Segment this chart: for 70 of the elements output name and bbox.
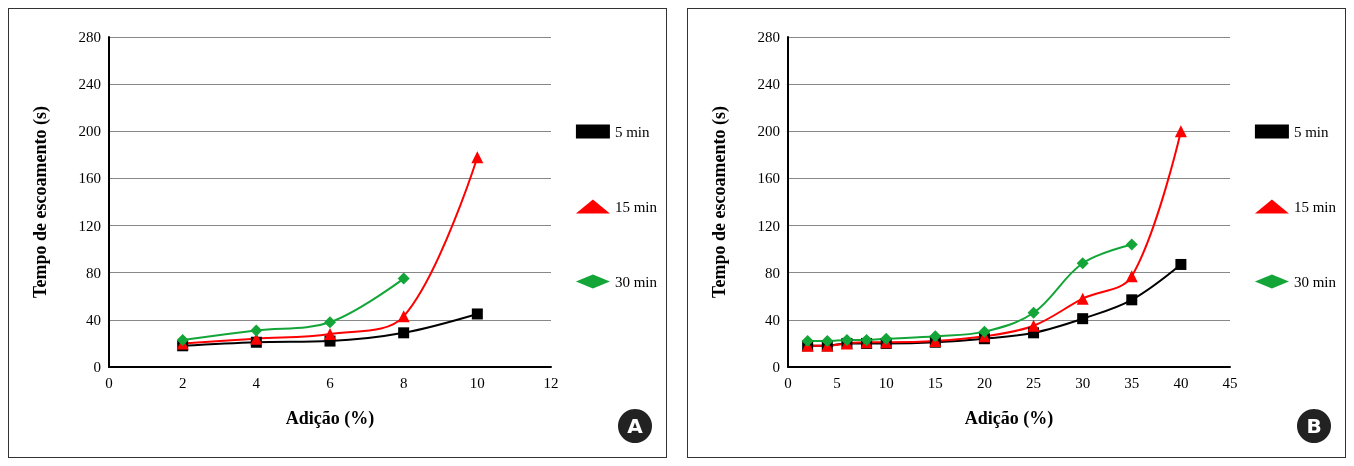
y-tick-label: 120 [757,217,780,234]
point [1076,257,1089,270]
point [880,332,893,345]
point [397,310,410,323]
point [471,151,484,164]
point [1174,125,1187,138]
legend-label: 5 min [614,123,650,140]
legend-label: 30 min [1293,273,1337,290]
point [1077,313,1089,325]
point [250,324,263,337]
x-axis-title: Adição (%) [964,408,1054,429]
y-tick-label: 0 [93,359,101,375]
legend-label: 5 min [1293,123,1329,140]
legend-label: 15 min [1293,198,1337,215]
point [398,327,410,339]
y-tick-label: 200 [78,123,101,140]
point [324,328,336,340]
point [471,308,483,320]
x-tick-label: 40 [1173,374,1189,391]
text: A [627,414,644,438]
y-tick-label: 0 [772,359,780,375]
x-tick-label: 15 [927,374,943,391]
x-tick-label: 35 [1124,374,1140,391]
x-tick-label: 10 [469,374,485,391]
point [978,325,991,338]
point [176,333,189,346]
y-tick-label: 280 [757,29,780,45]
x-tick-label: 8 [399,374,408,391]
point [397,272,410,285]
y-tick-label: 200 [757,123,780,140]
point [1175,258,1187,270]
y-axis-title: Tempo de escoamento (s) [30,106,51,298]
x-tick-label: 25 [1026,374,1042,391]
y-tick-label: 160 [78,170,101,187]
x-tick-label: 0 [105,374,113,391]
x-tick-label: 6 [326,374,335,391]
point [1027,319,1040,332]
point [801,335,814,348]
x-tick-label: 10 [878,374,894,391]
x-axis-title: Adição (%) [285,408,375,429]
y-tick-label: 80 [86,264,101,281]
x-tick-label: 20 [976,374,992,391]
y-tick-label: 240 [757,76,780,93]
x-tick-label: 4 [252,374,261,391]
text: B [1306,414,1322,438]
point [324,316,336,329]
x-tick-label: 12 [543,374,559,391]
x-tick-label: 0 [784,374,792,391]
point [840,333,853,346]
x-tick-label: 30 [1075,374,1091,391]
y-tick-label: 80 [765,264,780,281]
y-tick-label: 280 [78,29,101,45]
point [1076,292,1089,305]
point [929,330,942,343]
point [1126,294,1138,306]
y-tick-label: 160 [757,170,780,187]
y-axis-title: Tempo de escoamento (s) [709,106,730,298]
x-tick-label: 45 [1222,374,1238,391]
point [1125,270,1138,283]
legend-label: 30 min [614,273,658,290]
y-tick-label: 40 [86,311,101,328]
y-tick-label: 40 [765,311,780,328]
y-tick-label: 120 [78,217,101,234]
y-tick-label: 240 [78,76,101,93]
point [1125,238,1138,251]
x-tick-label: 2 [178,374,187,391]
point [1027,306,1040,319]
x-tick-label: 5 [833,374,841,391]
legend-label: 15 min [614,198,658,215]
point [821,335,834,348]
